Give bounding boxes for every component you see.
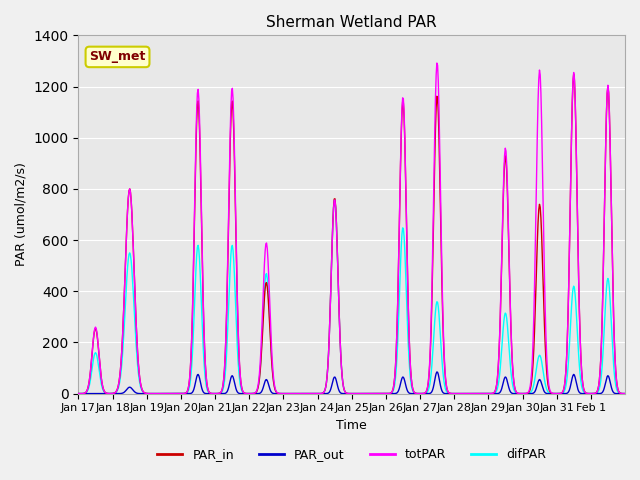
Text: SW_met: SW_met bbox=[90, 50, 146, 63]
Y-axis label: PAR (umol/m2/s): PAR (umol/m2/s) bbox=[15, 163, 28, 266]
Title: Sherman Wetland PAR: Sherman Wetland PAR bbox=[266, 15, 437, 30]
Legend: PAR_in, PAR_out, totPAR, difPAR: PAR_in, PAR_out, totPAR, difPAR bbox=[152, 443, 551, 466]
X-axis label: Time: Time bbox=[337, 419, 367, 432]
